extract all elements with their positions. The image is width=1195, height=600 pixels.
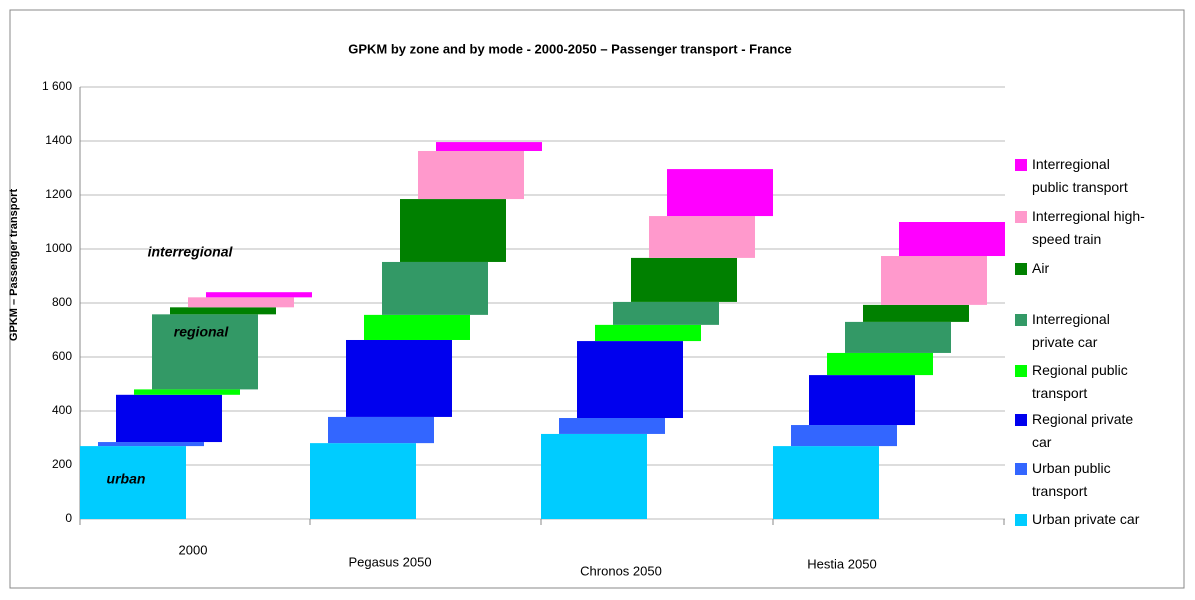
chart-border bbox=[9, 9, 1185, 589]
y-axis-label: GPKM – Passenger transport bbox=[8, 189, 20, 342]
bar-segment bbox=[845, 321, 951, 353]
bar-segment bbox=[595, 324, 701, 342]
y-tick-label: 1200 bbox=[45, 187, 72, 201]
legend-label: Interregional public transport bbox=[1032, 156, 1128, 195]
bar-segment bbox=[577, 341, 683, 419]
legend-swatch bbox=[1015, 159, 1027, 171]
bar-segment bbox=[134, 389, 240, 395]
legend-swatch bbox=[1015, 514, 1027, 526]
bar-segment bbox=[613, 301, 719, 325]
bar-segment bbox=[559, 418, 665, 434]
bar-segment bbox=[881, 256, 987, 305]
y-tick-label: 1 600 bbox=[42, 79, 72, 93]
legend-swatch bbox=[1015, 414, 1027, 426]
legend-label: Interregional high-speed train bbox=[1032, 208, 1145, 247]
legend-label: Urban private car bbox=[1032, 511, 1140, 527]
legend-label: Regional private car bbox=[1032, 411, 1134, 450]
bar-segment bbox=[791, 425, 897, 447]
legend-label: Interregional private car bbox=[1032, 311, 1110, 350]
bar-segment bbox=[98, 442, 204, 447]
y-tick-label: 1400 bbox=[45, 133, 72, 147]
bar-segment bbox=[667, 169, 773, 217]
bar-segment bbox=[649, 216, 755, 258]
bar-segment bbox=[346, 339, 452, 417]
y-tick-label: 800 bbox=[52, 295, 72, 309]
x-tick-label: Pegasus 2050 bbox=[348, 554, 431, 569]
annotation: regional bbox=[174, 324, 230, 340]
bar-segment bbox=[631, 257, 737, 302]
annotation: urban bbox=[107, 471, 146, 487]
legend-swatch bbox=[1015, 314, 1027, 326]
bar-segment bbox=[170, 307, 276, 315]
bar-segment bbox=[206, 292, 312, 298]
bar-segment bbox=[809, 375, 915, 426]
x-tick-label: Chronos 2050 bbox=[580, 563, 662, 578]
legend-swatch bbox=[1015, 365, 1027, 377]
y-tick-label: 0 bbox=[65, 511, 72, 525]
y-tick-label: 1000 bbox=[45, 241, 72, 255]
legend-swatch bbox=[1015, 463, 1027, 475]
bar-segment bbox=[541, 433, 647, 519]
bar-segment bbox=[152, 314, 258, 390]
bar-segment bbox=[364, 314, 470, 340]
x-tick-label: Hestia 2050 bbox=[807, 556, 876, 571]
legend-label: Regional public transport bbox=[1032, 362, 1128, 401]
y-tick-label: 400 bbox=[52, 403, 72, 417]
bar-segment bbox=[382, 261, 488, 315]
bar-segment bbox=[80, 446, 186, 519]
bar-segment bbox=[827, 352, 933, 376]
bar-segment bbox=[310, 443, 416, 519]
bar-segment bbox=[899, 222, 1005, 257]
bar-segment bbox=[436, 142, 542, 151]
legend-swatch bbox=[1015, 263, 1027, 275]
bar-segment bbox=[116, 394, 222, 443]
bar-segment bbox=[188, 297, 294, 308]
chart-title: GPKM by zone and by mode - 2000-2050 – P… bbox=[348, 41, 792, 56]
bar-segment bbox=[773, 446, 879, 519]
legend-label: Air bbox=[1032, 260, 1050, 276]
bar-segment bbox=[418, 150, 524, 200]
x-tick-label: 2000 bbox=[179, 542, 208, 557]
bar-segment bbox=[400, 199, 506, 262]
y-tick-label: 600 bbox=[52, 349, 72, 363]
bar-segment bbox=[863, 304, 969, 322]
y-tick-label: 200 bbox=[52, 457, 72, 471]
bar-segment bbox=[328, 416, 434, 444]
legend-label: Urban public transport bbox=[1032, 460, 1111, 499]
annotation: interregional bbox=[148, 244, 234, 260]
legend-swatch bbox=[1015, 211, 1027, 223]
